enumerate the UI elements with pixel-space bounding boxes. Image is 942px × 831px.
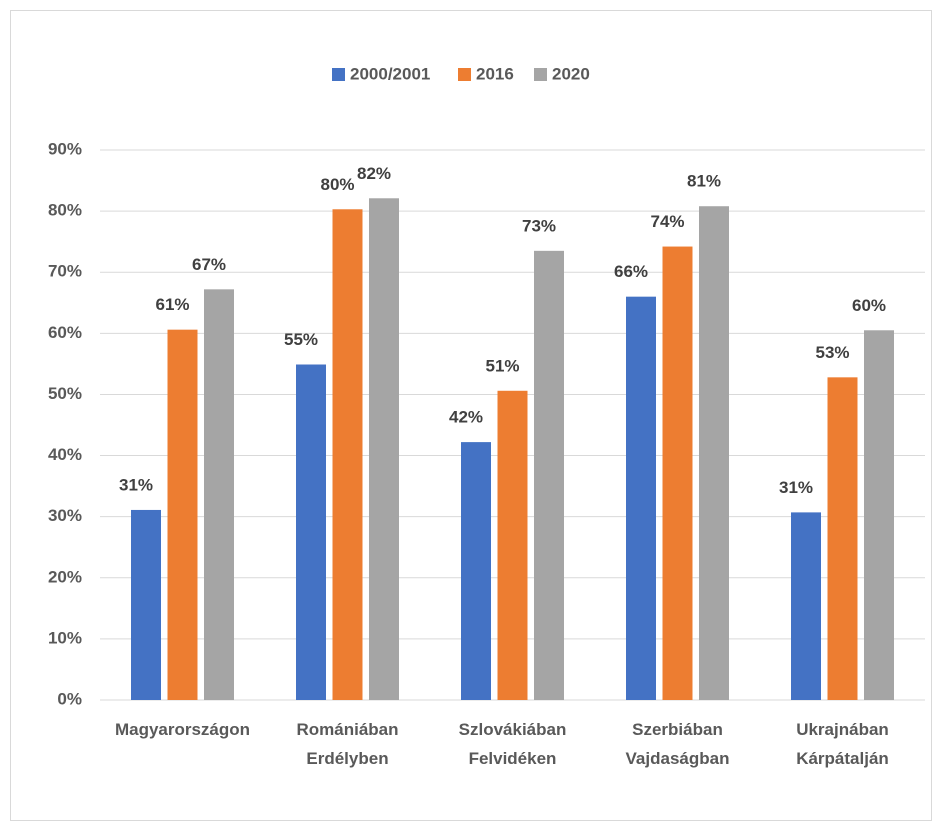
x-tick-label-line: Kárpátalján: [796, 749, 889, 768]
y-tick-label: 30%: [48, 506, 82, 525]
x-tick-label: Szlovákiában Felvidéken: [459, 720, 567, 768]
bar: [167, 329, 198, 700]
data-label: 42%: [449, 408, 483, 427]
data-label: 60%: [852, 296, 886, 315]
x-tick-label-line: Magyarországon: [115, 720, 250, 739]
bar: [204, 289, 234, 700]
data-label: 31%: [119, 475, 153, 494]
y-tick-label: 90%: [48, 139, 82, 158]
bar: [827, 377, 858, 700]
y-tick-label: 20%: [48, 567, 82, 586]
y-tick-label: 10%: [48, 628, 82, 647]
x-tick-label: Romániában Erdélyben: [296, 720, 398, 768]
data-label: 82%: [357, 164, 391, 183]
x-tick-label-line: Szerbiában: [632, 720, 723, 739]
data-label: 55%: [284, 330, 318, 349]
data-label: 61%: [155, 295, 189, 314]
bar: [864, 330, 894, 700]
legend-label: 2000/2001: [350, 64, 430, 83]
bar: [369, 198, 399, 700]
y-tick-label: 40%: [48, 445, 82, 464]
legend-label: 2020: [552, 64, 590, 83]
legend: 2000/2001 2016 2020: [332, 64, 590, 83]
data-label: 73%: [522, 216, 556, 235]
bar: [662, 246, 693, 701]
y-tick-label: 60%: [48, 323, 82, 342]
data-label: 31%: [779, 478, 813, 497]
x-tick-label: Magyarországon: [115, 720, 250, 739]
data-label: 51%: [485, 356, 519, 375]
x-tick-label-line: Felvidéken: [469, 749, 557, 768]
y-tick-label: 70%: [48, 262, 82, 281]
bar: [699, 206, 729, 700]
data-label: 74%: [650, 212, 684, 231]
y-tick-label: 50%: [48, 384, 82, 403]
legend-label: 2016: [476, 64, 514, 83]
bar: [497, 390, 528, 700]
bar: [332, 209, 363, 700]
bar: [534, 250, 564, 701]
x-tick-label-line: Szlovákiában: [459, 720, 567, 739]
x-tick-label: Ukrajnában Kárpátalján: [796, 720, 889, 768]
bar: [296, 364, 326, 700]
x-tick-label: Szerbiában Vajdaságban: [626, 720, 730, 768]
bar: [461, 442, 491, 700]
data-label: 81%: [687, 172, 721, 191]
bar: [131, 509, 161, 700]
x-tick-label-line: Erdélyben: [306, 749, 388, 768]
legend-swatch: [534, 68, 547, 81]
data-label: 67%: [192, 255, 226, 274]
x-tick-label-line: Romániában: [296, 720, 398, 739]
y-tick-label: 80%: [48, 201, 82, 220]
legend-swatch: [458, 68, 471, 81]
data-label: 80%: [320, 175, 354, 194]
x-tick-label-line: Ukrajnában: [796, 720, 889, 739]
x-tick-label-line: Vajdaságban: [626, 749, 730, 768]
legend-swatch: [332, 68, 345, 81]
bar: [791, 512, 821, 700]
y-tick-label: 0%: [57, 689, 82, 708]
data-label: 66%: [614, 262, 648, 281]
bar: [626, 296, 656, 700]
data-label: 53%: [815, 343, 849, 362]
